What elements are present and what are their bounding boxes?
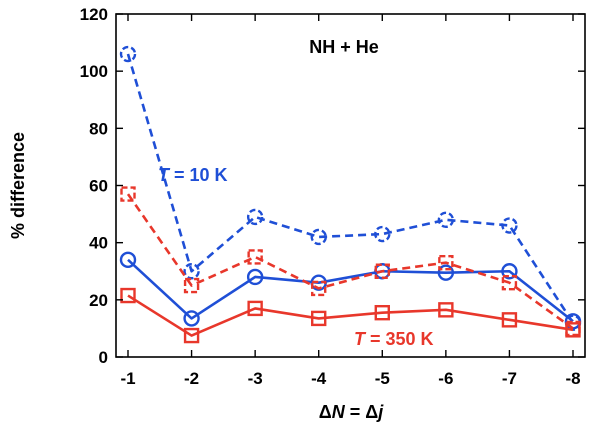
- data-point-blue_dashed: [183, 263, 200, 280]
- y-tick-label: 60: [89, 177, 108, 196]
- data-point-blue_dashed: [246, 208, 264, 226]
- data-point-blue_dashed: [501, 217, 518, 234]
- data-point-red_dashed: [183, 277, 200, 294]
- data-point-red_solid: [247, 300, 263, 317]
- x-tick-label: -7: [502, 369, 517, 388]
- data-point-red_dashed: [438, 254, 454, 271]
- x-tick-label: -5: [375, 369, 390, 388]
- data-point-red_dashed: [501, 274, 518, 291]
- x-tick-label: -4: [311, 369, 327, 388]
- plot-frame: [115, 13, 586, 358]
- series-line-red_dashed: [126, 193, 574, 330]
- plot-marks: [119, 45, 582, 344]
- series-line-blue_dashed: [126, 53, 575, 324]
- y-tick-label: 40: [89, 234, 108, 253]
- y-tick-label: 0: [99, 348, 108, 367]
- y-axis-label: % difference: [8, 132, 28, 239]
- data-point-red_dashed: [120, 186, 136, 202]
- data-point-blue_solid: [501, 263, 518, 280]
- x-tick-label: -1: [120, 369, 135, 388]
- data-point-red_solid: [374, 304, 390, 321]
- data-point-red_solid: [565, 322, 581, 338]
- chart-title: NH + He: [309, 37, 379, 57]
- data-point-blue_dashed: [310, 228, 327, 246]
- x-tick-label: -2: [184, 369, 199, 388]
- data-point-red_solid: [183, 327, 200, 344]
- data-point-blue_solid: [119, 251, 137, 269]
- data-point-blue_solid: [246, 268, 264, 286]
- series-line-blue_solid: [127, 258, 574, 323]
- x-tick-label: -8: [565, 369, 580, 388]
- y-tick-label: 100: [80, 62, 108, 81]
- data-point-red_dashed: [374, 263, 390, 279]
- axis-ticks: 0 20 40 60 80 100 120 -1 -2 -3 -4 -5 -6 -7 -8: [80, 5, 585, 388]
- x-tick-label: -3: [248, 369, 263, 388]
- data-point-blue_dashed: [437, 211, 455, 229]
- data-point-red_solid: [501, 312, 518, 328]
- series-line-red_solid: [127, 294, 574, 337]
- x-axis-label: ΔN = Δj: [319, 402, 384, 422]
- annotation-t-350k: T = 350 K: [354, 329, 434, 349]
- data-point-blue_solid: [183, 310, 200, 327]
- data-point-red_solid: [311, 310, 327, 327]
- data-point-red_solid: [120, 287, 136, 304]
- x-tick-label: -6: [438, 369, 453, 388]
- data-point-blue_dashed: [374, 225, 391, 243]
- data-point-blue_solid: [437, 264, 455, 281]
- data-point-blue_dashed: [119, 45, 137, 63]
- y-tick-label: 80: [89, 119, 108, 138]
- y-tick-label: 20: [89, 291, 108, 310]
- annotation-t-10k: T = 10 K: [158, 165, 228, 185]
- data-point-red_solid: [438, 302, 454, 318]
- data-point-red_dashed: [311, 280, 327, 297]
- y-tick-label: 120: [80, 5, 108, 24]
- data-point-red_dashed: [247, 249, 263, 265]
